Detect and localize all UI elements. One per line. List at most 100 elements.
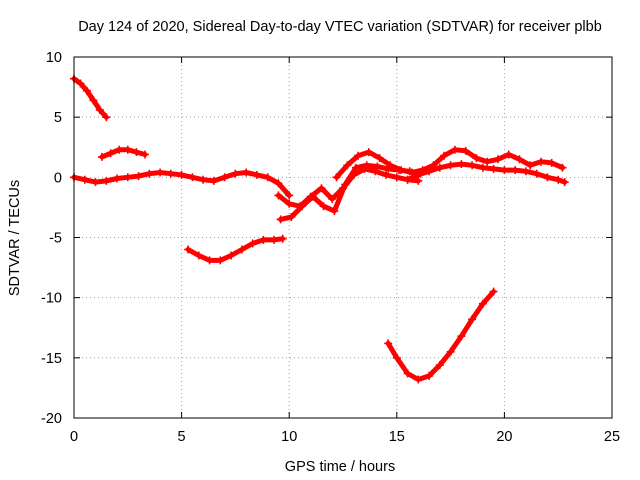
data-point bbox=[123, 145, 132, 154]
data-point bbox=[184, 245, 193, 254]
axis-ticks: 0 5 10 15 20 25 -20 -15 -10 -5 0 5 10 bbox=[41, 50, 620, 445]
data-point bbox=[489, 164, 498, 173]
data-point bbox=[285, 191, 294, 200]
data-point bbox=[80, 175, 89, 184]
data-point bbox=[435, 163, 444, 172]
data-point bbox=[102, 176, 111, 185]
data-point bbox=[123, 173, 132, 182]
data-point bbox=[446, 161, 455, 170]
data-point bbox=[328, 195, 337, 203]
data-point bbox=[425, 167, 434, 176]
data-point bbox=[177, 170, 186, 179]
data-point bbox=[113, 174, 121, 183]
data-points bbox=[70, 74, 569, 384]
data-point bbox=[298, 202, 307, 211]
data-point bbox=[285, 199, 294, 208]
data-point bbox=[216, 256, 225, 265]
data-point bbox=[102, 113, 111, 122]
y-tick-label: 10 bbox=[46, 50, 62, 66]
data-point bbox=[248, 239, 257, 248]
data-point bbox=[457, 332, 466, 341]
data-point bbox=[450, 145, 459, 154]
data-point bbox=[341, 180, 350, 189]
data-point bbox=[489, 287, 498, 296]
grid bbox=[74, 57, 612, 418]
data-point bbox=[403, 369, 412, 378]
data-point bbox=[504, 150, 513, 159]
data-point bbox=[532, 169, 541, 178]
data-point bbox=[98, 152, 106, 161]
data-point bbox=[227, 251, 236, 260]
data-point bbox=[397, 166, 406, 175]
data-point bbox=[386, 161, 395, 170]
data-point bbox=[414, 170, 423, 179]
data-point bbox=[274, 191, 283, 200]
data-point bbox=[364, 148, 373, 157]
x-tick-label: 0 bbox=[70, 429, 78, 445]
data-point bbox=[457, 160, 466, 169]
data-point bbox=[392, 353, 401, 362]
data-point bbox=[521, 167, 530, 176]
data-point bbox=[91, 178, 100, 187]
data-point bbox=[343, 161, 352, 170]
x-tick-label: 5 bbox=[178, 429, 186, 445]
data-point bbox=[446, 347, 455, 356]
x-tick-label: 25 bbox=[604, 429, 620, 445]
data-point bbox=[259, 235, 268, 244]
series-track-7 bbox=[332, 145, 567, 182]
data-point bbox=[526, 161, 535, 170]
data-point bbox=[537, 157, 545, 166]
series-line bbox=[185, 236, 286, 263]
series-track-4 bbox=[184, 234, 287, 265]
series-line bbox=[405, 161, 568, 185]
series-track-1 bbox=[70, 74, 111, 122]
data-point bbox=[493, 155, 502, 164]
data-point bbox=[132, 148, 141, 157]
data-point bbox=[515, 155, 524, 164]
data-point bbox=[276, 215, 285, 224]
data-point bbox=[461, 146, 470, 155]
data-point bbox=[317, 184, 326, 193]
x-tick-label: 10 bbox=[281, 429, 297, 445]
data-point bbox=[141, 150, 149, 159]
data-point bbox=[166, 169, 175, 178]
series-track-8 bbox=[403, 160, 569, 187]
x-axis-label: GPS time / hours bbox=[285, 459, 395, 475]
data-point bbox=[384, 339, 393, 348]
data-point bbox=[95, 105, 104, 114]
data-point bbox=[115, 145, 124, 154]
data-point bbox=[351, 163, 360, 172]
data-point bbox=[205, 256, 214, 265]
data-point bbox=[263, 173, 272, 182]
data-point bbox=[287, 213, 296, 221]
data-point bbox=[558, 163, 567, 172]
data-point bbox=[270, 235, 279, 244]
series-line bbox=[334, 147, 565, 180]
data-point bbox=[82, 86, 91, 95]
data-point bbox=[468, 161, 477, 170]
data-point bbox=[403, 175, 412, 184]
data-point bbox=[392, 173, 401, 182]
plot-frame bbox=[73, 56, 613, 419]
y-tick-label: 0 bbox=[54, 170, 62, 186]
data-point bbox=[500, 166, 509, 175]
data-point bbox=[252, 170, 261, 179]
data-point bbox=[478, 299, 487, 308]
data-point bbox=[354, 151, 363, 160]
data-point bbox=[468, 315, 477, 324]
data-point bbox=[435, 361, 444, 370]
data-point bbox=[483, 157, 492, 166]
data-point bbox=[478, 163, 487, 172]
data-point bbox=[209, 176, 218, 185]
data-point bbox=[560, 178, 569, 187]
x-tick-label: 15 bbox=[389, 429, 405, 445]
x-tick-label: 20 bbox=[496, 429, 512, 445]
data-point bbox=[362, 161, 371, 170]
data-point bbox=[278, 234, 287, 243]
data-point bbox=[199, 175, 208, 184]
data-point bbox=[425, 371, 434, 380]
y-tick-label: 5 bbox=[54, 110, 62, 126]
data-point bbox=[308, 192, 317, 201]
